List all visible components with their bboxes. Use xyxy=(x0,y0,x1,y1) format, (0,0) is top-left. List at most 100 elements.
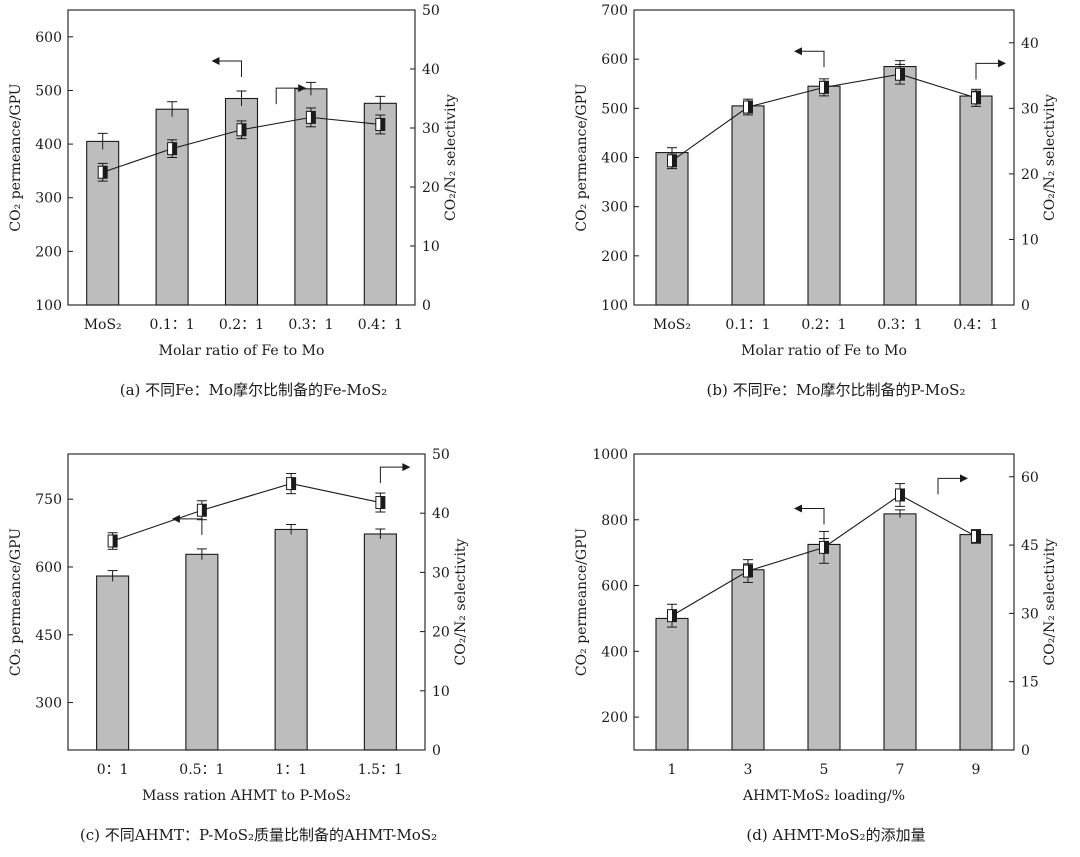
y-tick-label: 300 xyxy=(35,696,62,712)
bar xyxy=(155,108,189,306)
y2-tick-label: 30 xyxy=(432,565,450,581)
arrow-head xyxy=(171,514,180,523)
plot-frame xyxy=(633,453,1015,751)
y-tick-label: 400 xyxy=(601,644,628,660)
arrow-head xyxy=(998,59,1006,68)
y2-tick-label: 20 xyxy=(1021,167,1039,183)
y2-tick-label: 20 xyxy=(432,625,450,641)
chart-panel-d: 200 400 600 800 1000 0 15 30 45 60 1 3 5 7 9 AHMT-MoS₂ … xyxy=(574,447,1058,844)
y2-tick-label: 15 xyxy=(1021,675,1039,691)
y-tick-label: 200 xyxy=(601,249,628,265)
selectivity-point xyxy=(971,91,981,105)
y2-tick-label: 60 xyxy=(1021,470,1039,486)
point-marker-fill xyxy=(102,166,108,179)
selectivity-point xyxy=(97,165,108,179)
selectivity-point xyxy=(743,100,753,114)
arrow-head xyxy=(298,84,307,93)
y2-axis-label: CO₂/N₂ selectivity xyxy=(1042,538,1058,665)
selectivity-point xyxy=(107,534,118,548)
y-axis-label: CO₂ permeance/GPU xyxy=(8,528,24,676)
chart-panel-a: 100 200 300 400 500 600 0 10 20 30 40 50 MoS₂ 0.1：1 0.… xyxy=(8,3,459,399)
x-tick-label: 0.3：1 xyxy=(877,317,922,333)
y2-tick-label: 20 xyxy=(422,180,440,196)
selectivity-point xyxy=(971,529,981,543)
y-tick-label: 600 xyxy=(35,560,62,576)
panel-caption: (a) 不同Fe：Mo摩尔比制备的Fe-MoS₂ xyxy=(120,381,387,399)
y-tick-label: 500 xyxy=(35,83,62,99)
x-tick-label: 1：1 xyxy=(275,762,307,778)
bar xyxy=(959,95,993,306)
selectivity-point xyxy=(375,117,386,131)
selectivity-point xyxy=(667,154,677,168)
point-marker-fill xyxy=(672,154,677,167)
y-tick-label: 1000 xyxy=(592,447,628,463)
axis-indicator-arrow xyxy=(794,47,825,68)
y2-axis-label: CO₂/N₂ selectivity xyxy=(1042,94,1058,221)
y-tick-label: 600 xyxy=(35,30,62,46)
x-axis-label: AHMT-MoS₂ loading/% xyxy=(742,788,905,804)
x-tick-label: 1 xyxy=(668,762,677,778)
arrow-shaft xyxy=(937,477,964,495)
bar xyxy=(807,543,841,751)
chart-panel-c: 300 450 600 750 0 10 20 30 40 50 0：1 0.5：1 1：1 1.5：1 M… xyxy=(8,447,469,844)
x-axis-label: Mass ration AHMT to P-MoS₂ xyxy=(142,788,351,804)
y-axis-label: CO₂ permeance/GPU xyxy=(574,528,590,676)
selectivity-point xyxy=(819,540,829,554)
axis-indicator-arrow xyxy=(379,463,411,484)
bar xyxy=(959,534,993,751)
selectivity-point xyxy=(743,564,753,578)
panel-caption: (b) 不同Fe：Mo摩尔比制备的P-MoS₂ xyxy=(707,381,966,399)
y-tick-label: 200 xyxy=(35,244,62,260)
y-axis-label: CO₂ permeance/GPU xyxy=(8,83,24,231)
x-tick-label: 7 xyxy=(896,762,905,778)
y2-tick-label: 0 xyxy=(432,743,441,759)
y2-tick-label: 0 xyxy=(1021,743,1030,759)
y2-tick-label: 30 xyxy=(1021,606,1039,622)
point-marker-fill xyxy=(310,111,316,124)
arrow-head xyxy=(402,463,411,472)
y-tick-label: 750 xyxy=(35,492,62,508)
y-tick-label: 300 xyxy=(601,200,628,216)
y-tick-label: 200 xyxy=(601,710,628,726)
y2-tick-label: 10 xyxy=(422,239,440,255)
y2-tick-label: 10 xyxy=(432,684,450,700)
point-marker-fill xyxy=(748,565,753,578)
x-axis-label: Molar ratio of Fe to Mo xyxy=(159,343,325,359)
x-tick-label: 1.5：1 xyxy=(358,762,403,778)
y-tick-label: 100 xyxy=(601,298,628,314)
x-tick-label: 0.2：1 xyxy=(219,317,264,333)
selectivity-point xyxy=(167,142,178,156)
x-tick-label: 0.4：1 xyxy=(358,317,403,333)
panel-caption: (c) 不同AHMT：P-MoS₂质量比制备的AHMT-MoS₂ xyxy=(80,826,437,844)
y2-tick-label: 0 xyxy=(1021,298,1030,314)
arrow-shaft xyxy=(275,87,303,105)
bar xyxy=(96,575,130,751)
selectivity-point xyxy=(819,80,829,94)
x-tick-label: 0.4：1 xyxy=(953,317,998,333)
y2-axis-label: CO₂/N₂ selectivity xyxy=(443,94,459,221)
point-marker-fill xyxy=(241,123,246,136)
bar xyxy=(363,102,397,306)
x-tick-label: MoS₂ xyxy=(653,317,691,333)
bar xyxy=(185,553,219,751)
bar xyxy=(731,105,765,306)
arrow-shaft xyxy=(215,60,242,77)
y2-tick-label: 40 xyxy=(1021,36,1039,52)
x-axis-label: Molar ratio of Fe to Mo xyxy=(741,343,907,359)
bar xyxy=(807,85,841,306)
y-tick-label: 500 xyxy=(601,101,628,117)
selectivity-point xyxy=(895,488,905,502)
arrow-shaft xyxy=(175,518,203,535)
arrow-shaft xyxy=(379,466,407,484)
selectivity-line xyxy=(112,483,381,542)
axis-indicator-arrow xyxy=(171,514,203,535)
point-marker-fill xyxy=(900,488,905,501)
arrow-head xyxy=(960,474,968,483)
y-tick-label: 800 xyxy=(601,513,628,529)
y2-tick-label: 50 xyxy=(432,447,450,463)
y-axis-label: CO₂ permeance/GPU xyxy=(574,83,590,231)
y-tick-label: 600 xyxy=(601,52,628,68)
point-marker-fill xyxy=(824,81,829,94)
plot-frame xyxy=(67,453,426,751)
point-marker-fill xyxy=(380,496,385,509)
